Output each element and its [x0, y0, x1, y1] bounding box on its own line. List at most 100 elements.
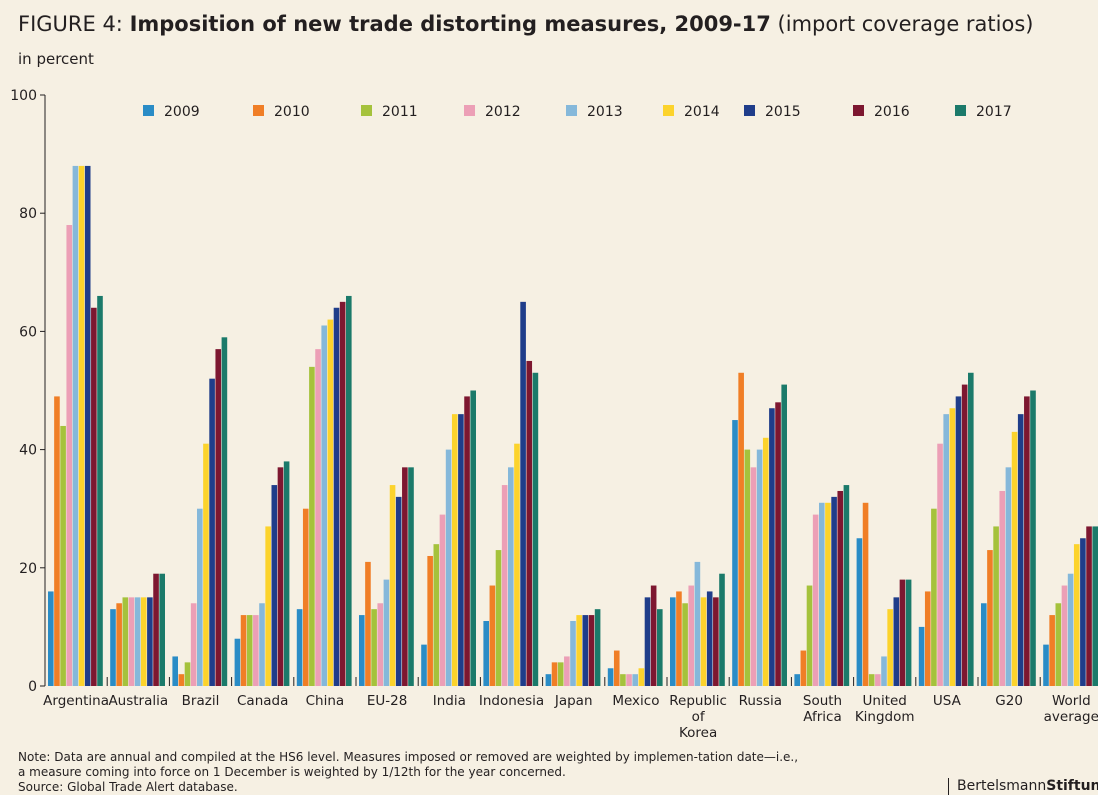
bar-2009 [48, 591, 54, 686]
bar-2012 [875, 674, 881, 686]
bar-2010 [365, 561, 371, 686]
bar-2009 [421, 644, 427, 686]
chart-title: FIGURE 4: Imposition of new trade distor… [18, 12, 1033, 36]
legend-swatch-2009 [143, 105, 154, 116]
bar-2017 [283, 461, 290, 686]
legend-label-2013: 2013 [587, 104, 623, 120]
y-tick-label: 60 [19, 324, 37, 340]
legend-label-2009: 2009 [164, 104, 200, 120]
bar-2010 [987, 550, 993, 686]
bar-chart: 0 20 40 60 80 100 2009 2010 2011 2012 2013 2014 2015… [10, 88, 1098, 741]
x-tick-label: Canada [237, 693, 288, 709]
x-tick-label: Australia [108, 693, 168, 709]
bar-2014 [949, 408, 956, 686]
bar-2014 [265, 526, 271, 686]
x-tick-label: World [1052, 693, 1091, 709]
legend-swatch-2017 [955, 105, 966, 116]
bar-2016 [402, 467, 408, 686]
note-line-1: Note: Data are annual and compiled at th… [18, 750, 799, 764]
bar-2009 [607, 668, 614, 686]
bar-2012 [190, 603, 197, 686]
bar-2013 [197, 508, 203, 686]
bar-2015 [582, 615, 589, 686]
bar-2009 [234, 638, 241, 686]
bar-2016 [277, 467, 284, 686]
x-tick-label: Africa [803, 709, 842, 725]
bar-2016 [464, 396, 470, 686]
bar-2015 [209, 378, 215, 686]
bar-2014 [762, 437, 769, 686]
legend-swatch-2011 [361, 105, 372, 116]
x-tick-label: Brazil [182, 693, 220, 709]
bar-2013 [383, 579, 390, 686]
y-tick-label: 0 [28, 679, 37, 695]
legend-label-2012: 2012 [485, 104, 521, 120]
bar-2017 [1092, 526, 1098, 686]
bar-2009 [296, 609, 303, 686]
bar-2012 [750, 467, 757, 686]
bar-2017 [470, 390, 476, 686]
bar-2015 [1080, 538, 1086, 686]
bar-2016 [215, 349, 222, 686]
legend-label-2017: 2017 [976, 104, 1012, 120]
bar-2011 [60, 425, 66, 686]
legend-swatch-2012 [464, 105, 475, 116]
bar-2009 [981, 603, 987, 686]
bar-2009 [1043, 644, 1049, 686]
bar-2011 [868, 674, 875, 686]
bar-2012 [564, 656, 570, 686]
bar-2016 [713, 597, 719, 686]
bar-2015 [893, 597, 900, 686]
bar-2016 [526, 360, 533, 686]
chart-note: Note: Data are annual and compiled at th… [18, 750, 798, 795]
bar-2014 [451, 414, 458, 686]
bar-2011 [682, 603, 688, 686]
brand-regular: Bertelsmann [957, 778, 1047, 794]
bar-2012 [439, 514, 446, 686]
bar-2012 [1061, 585, 1068, 686]
bar-2015 [271, 485, 278, 686]
bar-2012 [66, 225, 73, 686]
bar-2013 [943, 414, 949, 686]
bar-2016 [588, 615, 595, 686]
bar-2016 [961, 384, 968, 686]
y-tick-label: 40 [19, 443, 37, 459]
bar-2016 [339, 301, 346, 686]
bar-2010 [613, 650, 620, 686]
bar-2011 [371, 609, 377, 686]
bar-2017 [97, 295, 103, 686]
bar-2011 [1055, 603, 1062, 686]
bar-2014 [140, 597, 147, 686]
bar-2015 [706, 591, 713, 686]
bar-2009 [856, 538, 863, 686]
bar-2010 [1049, 615, 1055, 686]
bar-2014 [1073, 544, 1080, 686]
bar-2012 [377, 603, 384, 686]
bar-2016 [650, 585, 657, 686]
bar-2012 [688, 585, 695, 686]
bar-2011 [246, 615, 253, 686]
bar-2015 [644, 597, 651, 686]
bar-2010 [738, 372, 744, 686]
bar-2011 [806, 585, 813, 686]
bar-2014 [638, 668, 645, 686]
bar-2010 [924, 591, 931, 686]
bar-2012 [812, 514, 819, 686]
y-tick-label: 80 [19, 206, 37, 222]
bar-2012 [626, 674, 632, 686]
bar-2014 [78, 165, 85, 687]
bar-2012 [128, 597, 135, 686]
bar-2016 [153, 573, 159, 686]
bar-2014 [514, 443, 520, 686]
legend-swatch-2016 [853, 105, 864, 116]
bar-2013 [508, 467, 514, 686]
bar-2013 [694, 561, 701, 686]
bar-2009 [110, 609, 116, 686]
bar-2014 [389, 485, 396, 686]
bar-2017 [221, 337, 228, 686]
bar-2013 [1005, 467, 1012, 686]
note-line-2: a measure coming into force on 1 Decembe… [18, 765, 566, 779]
bar-2017 [594, 609, 601, 686]
title-main: Imposition of new trade distorting measu… [129, 12, 771, 36]
bar-2012 [937, 443, 943, 686]
